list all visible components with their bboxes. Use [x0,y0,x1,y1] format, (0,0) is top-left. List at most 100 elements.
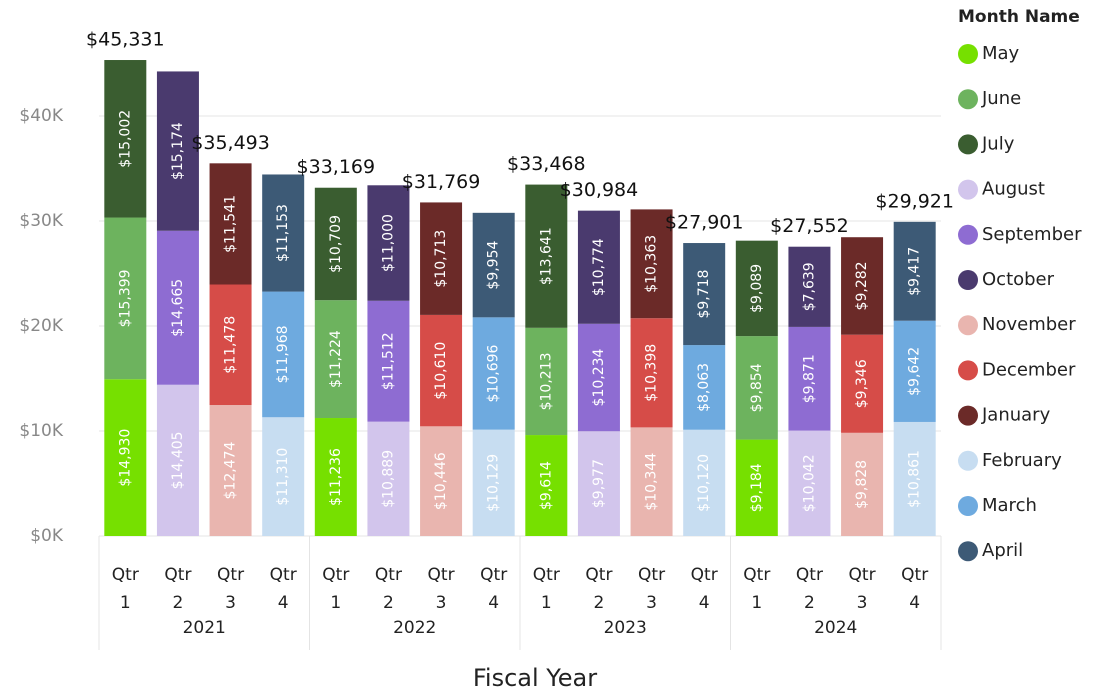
data-label: $11,236 [328,448,344,506]
bar-segment [314,300,357,419]
legend-label: October [982,269,1055,290]
bar-segment [683,429,726,536]
data-label: $10,234 [591,348,607,406]
bar-segment [472,317,515,430]
total-label: $45,331 [86,29,165,51]
bar-segment [472,429,515,536]
bar-segment [420,314,463,427]
bar-segment [630,427,673,536]
data-label: $11,000 [380,214,396,272]
y-tick-label: $10K [19,421,63,441]
x-tick-label: Qtr 2 [795,565,823,613]
bar-segment [209,405,252,536]
legend-label: September [982,224,1082,245]
legend-marker [958,224,978,245]
x-tick-label: Qtr 4 [480,565,508,613]
x-tick-label: Qtr 3 [217,565,245,613]
legend-label: June [981,88,1021,109]
data-label: $9,614 [538,461,554,510]
bar-segment [156,71,199,231]
bar-segment [735,439,778,536]
bar-segment [630,209,673,319]
bar-segment [420,426,463,536]
data-label: $9,718 [696,270,712,319]
x-tick-label: Qtr 3 [638,565,666,613]
x-tick-label: Qtr 3 [427,565,455,613]
data-label: $15,399 [117,269,133,327]
data-label: $9,977 [591,459,607,508]
bar-segment [683,243,726,346]
data-label: $8,063 [696,363,712,412]
data-label: $9,954 [486,240,502,289]
data-label: $10,363 [644,235,660,293]
data-label: $10,774 [591,238,607,296]
total-label: $27,901 [665,212,744,234]
data-label: $10,713 [433,230,449,288]
x-tick-label: Qtr 1 [111,565,139,613]
data-label: $10,610 [433,342,449,400]
data-label: $10,129 [486,454,502,512]
legend-marker [958,44,978,64]
data-label: $10,398 [644,344,660,402]
data-label: $15,174 [170,122,186,180]
legend-marker [958,496,978,516]
bar-segment [262,291,305,418]
bar-segment [788,326,831,431]
bar-segment [104,379,147,536]
total-label: $33,169 [297,156,376,178]
data-label: $9,089 [749,264,765,313]
x-tick-label: Qtr 4 [690,565,718,613]
bar-segment [104,217,147,380]
data-label: $14,930 [117,429,133,487]
bar-segment [577,323,620,432]
data-label: $10,042 [801,454,817,512]
legend-marker [958,541,978,562]
bar-segment [841,334,884,433]
bar-segment [209,284,252,406]
legend-label: May [982,43,1020,64]
legend-label: December [982,359,1076,380]
data-label: $11,310 [275,448,291,506]
bar-segment [577,210,620,324]
bar-segment [314,187,357,301]
data-label: $7,639 [801,262,817,311]
x-group-label: 2021 [182,618,226,638]
bar-segment [841,432,884,536]
bar-segment [841,237,884,335]
legend-label: April [982,540,1023,561]
legend-marker [958,89,978,110]
bar-segment [262,417,305,536]
x-tick-label: Qtr 4 [901,565,929,613]
x-group-label: 2023 [603,618,647,638]
legend-marker [958,405,978,426]
bar-segment [893,221,936,321]
x-tick-label: Qtr 1 [322,565,350,613]
data-label: $9,184 [749,463,765,512]
y-tick-label: $30K [19,211,63,231]
bar-segment [893,421,936,536]
data-label: $10,889 [380,450,396,508]
bar-segment [209,163,252,285]
bar-segment [262,174,305,292]
bar-segment [367,185,410,301]
data-label: $10,696 [486,344,502,402]
bar-segment [420,202,463,315]
x-axis-title: Fiscal Year [472,664,598,692]
data-label: $11,968 [275,325,291,383]
total-label: $27,552 [770,215,849,237]
data-label: $10,446 [433,452,449,510]
legend-label: March [982,495,1037,516]
data-label: $11,541 [223,195,239,253]
total-label: $30,984 [560,179,639,201]
data-label: $10,709 [328,215,344,273]
legend-marker [958,315,978,336]
total-label: $29,921 [875,190,954,212]
data-label: $14,405 [170,431,186,489]
data-label: $11,224 [328,330,344,388]
total-label: $33,468 [507,153,586,175]
y-tick-label: $40K [19,106,63,126]
legend-title: Month Name [958,7,1080,27]
data-label: $13,641 [538,227,554,285]
bar-segment [472,212,515,318]
